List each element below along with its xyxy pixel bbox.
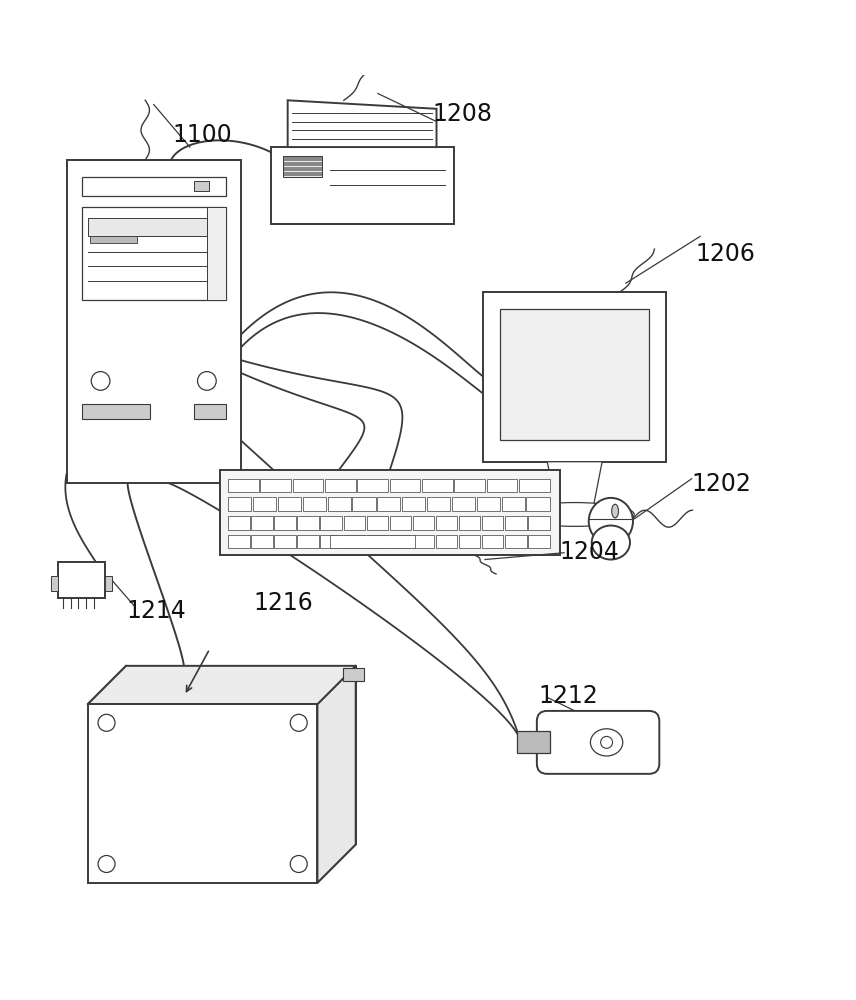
Text: 1216: 1216 (253, 591, 313, 615)
Bar (104, 576, 111, 591)
Bar (194, 404, 226, 419)
Text: 1208: 1208 (432, 102, 492, 126)
Text: 1212: 1212 (538, 684, 598, 708)
Bar (528, 516, 550, 530)
Text: 1100: 1100 (173, 123, 233, 147)
Bar (91, 236, 137, 243)
Bar (519, 479, 550, 492)
Bar (482, 516, 503, 530)
Bar (517, 731, 550, 753)
Bar (436, 516, 457, 530)
Bar (251, 516, 272, 530)
Polygon shape (547, 462, 602, 509)
Bar (343, 516, 365, 530)
Bar (330, 535, 415, 548)
Bar (325, 479, 356, 492)
Bar (358, 479, 388, 492)
Bar (413, 516, 434, 530)
Bar (229, 516, 250, 530)
Bar (67, 160, 241, 483)
Bar (293, 479, 324, 492)
FancyBboxPatch shape (537, 711, 659, 774)
Bar (274, 516, 295, 530)
Bar (88, 704, 318, 883)
Bar (366, 535, 388, 548)
Bar (260, 479, 291, 492)
Bar (427, 497, 450, 511)
Bar (436, 535, 457, 548)
Bar (452, 497, 475, 511)
Bar (320, 516, 342, 530)
Bar (526, 497, 550, 511)
Bar (413, 535, 434, 548)
Polygon shape (88, 666, 356, 704)
Ellipse shape (591, 526, 630, 560)
Ellipse shape (601, 736, 613, 748)
Bar (283, 156, 322, 177)
Bar (459, 535, 480, 548)
Bar (528, 535, 550, 548)
Bar (505, 516, 526, 530)
Polygon shape (288, 100, 437, 147)
Bar (88, 218, 207, 236)
Bar (459, 516, 480, 530)
Polygon shape (318, 666, 356, 883)
Bar (402, 497, 425, 511)
Bar (422, 479, 453, 492)
Bar (297, 535, 318, 548)
Bar (477, 497, 500, 511)
Bar (487, 479, 517, 492)
Bar (320, 535, 342, 548)
Text: 1206: 1206 (696, 242, 756, 266)
Bar (82, 207, 226, 300)
Bar (482, 535, 503, 548)
Bar (389, 516, 411, 530)
Ellipse shape (589, 498, 633, 545)
Bar (270, 147, 454, 224)
Bar (343, 668, 364, 681)
Bar (303, 497, 326, 511)
Ellipse shape (591, 729, 623, 756)
Text: 1202: 1202 (692, 472, 752, 496)
Bar (328, 497, 351, 511)
Text: 1214: 1214 (126, 599, 186, 623)
Bar (455, 479, 485, 492)
Bar (353, 497, 376, 511)
Bar (389, 479, 420, 492)
Bar (343, 535, 365, 548)
Bar (389, 535, 411, 548)
Bar (229, 479, 259, 492)
Bar (58, 562, 104, 598)
Bar (82, 177, 226, 196)
Bar (502, 497, 525, 511)
Bar (82, 404, 150, 419)
Bar (278, 497, 301, 511)
Bar (366, 516, 388, 530)
Bar (194, 181, 210, 191)
Bar (297, 516, 318, 530)
Bar (253, 497, 276, 511)
Bar (274, 535, 295, 548)
Bar (126, 666, 356, 844)
Bar (229, 535, 250, 548)
Bar (251, 535, 272, 548)
Ellipse shape (515, 503, 634, 526)
Bar (505, 535, 526, 548)
Bar (220, 470, 560, 555)
Bar (51, 576, 58, 591)
Bar (377, 497, 401, 511)
Bar (500, 309, 649, 440)
Text: 1204: 1204 (560, 540, 620, 564)
Bar (207, 207, 226, 300)
Bar (229, 497, 252, 511)
Ellipse shape (612, 504, 619, 518)
Bar (484, 292, 666, 462)
